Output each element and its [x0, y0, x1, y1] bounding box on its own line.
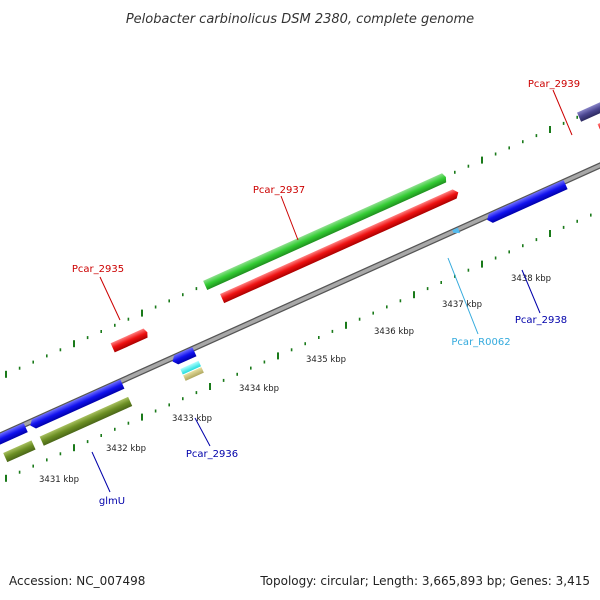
gene-olive-glmU[interactable]: [39, 396, 133, 446]
gene-label-pcar-2935[interactable]: Pcar_2935: [72, 264, 124, 275]
gene-labels: Pcar_2935 Pcar_2937 Pcar_2939 Pcar_R0062…: [72, 79, 580, 507]
feature-cyan[interactable]: [180, 360, 201, 375]
feature-tracks: [0, 85, 600, 463]
scale-label: 3433 kbp: [172, 414, 212, 424]
gene-label-pcar-2936[interactable]: Pcar_2936: [186, 449, 238, 460]
gene-blue-2938[interactable]: [485, 180, 568, 224]
accession-text: Accession: NC_007498: [9, 574, 146, 588]
gene-label-pcar-2938[interactable]: Pcar_2938: [515, 315, 567, 326]
scale-label: 3431 kbp: [39, 475, 79, 485]
gene-label-glmU[interactable]: glmU: [99, 496, 125, 507]
rna-feature-r0062[interactable]: [452, 227, 461, 236]
gene-blue-2936[interactable]: [170, 347, 197, 366]
scale-label: 3436 kbp: [374, 327, 414, 337]
gene-label-pcar-2939[interactable]: Pcar_2939: [528, 79, 580, 90]
scale-label: 3434 kbp: [239, 384, 279, 394]
genome-summary-text: Topology: circular; Length: 3,665,893 bp…: [260, 574, 590, 588]
scale-label: 3438 kbp: [511, 274, 551, 284]
feature-khaki[interactable]: [183, 367, 204, 381]
scale-label: 3432 kbp: [106, 444, 146, 454]
gene-olive-left-a[interactable]: [3, 440, 36, 463]
scale-label: 3437 kbp: [442, 300, 482, 310]
gene-blue-left-b[interactable]: [28, 379, 125, 431]
gene-red-2935[interactable]: [110, 328, 150, 353]
label-leaders: [91, 89, 573, 493]
gene-navy-2939[interactable]: [577, 85, 600, 122]
tick-marks: [5, 109, 592, 482]
gene-blue-left-a[interactable]: [0, 423, 28, 445]
scale-labels: 3431 kbp 3432 kbp 3433 kbp 3434 kbp 3435…: [39, 274, 551, 485]
map-title: Pelobacter carbinolicus DSM 2380, comple…: [126, 12, 474, 27]
gene-label-pcar-2937[interactable]: Pcar_2937: [253, 185, 305, 196]
scale-label: 3435 kbp: [306, 355, 346, 365]
gene-green-2937[interactable]: [203, 172, 448, 290]
gene-red-2937[interactable]: [220, 188, 460, 304]
gene-label-pcar-r0062[interactable]: Pcar_R0062: [451, 337, 510, 348]
